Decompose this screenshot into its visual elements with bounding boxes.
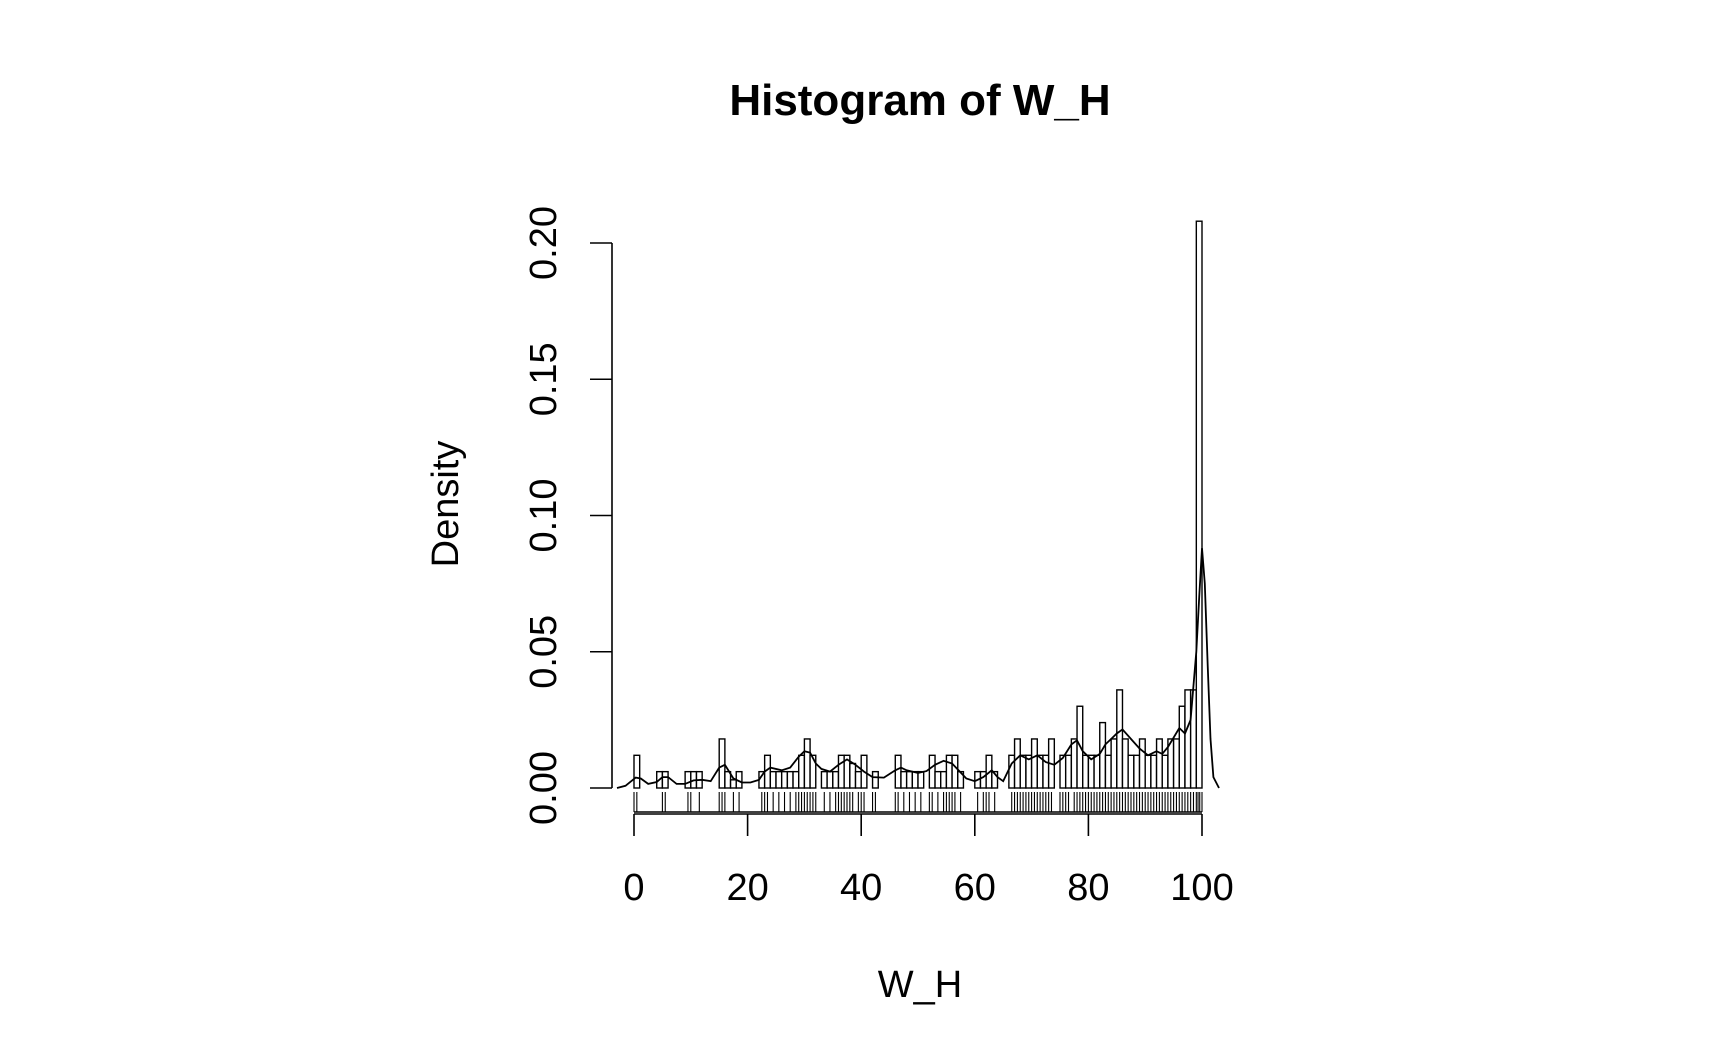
histogram-bar <box>769 770 777 789</box>
histogram-bar <box>911 770 919 789</box>
histogram-bar <box>798 754 806 789</box>
histogram-bar <box>934 770 942 789</box>
histogram-bar <box>1104 754 1112 789</box>
histogram-bar <box>1116 689 1124 789</box>
histogram-bar <box>1184 689 1192 789</box>
y-tick-label: 0.05 <box>523 615 565 689</box>
histogram-bar <box>1070 738 1078 789</box>
histogram-bar <box>1019 754 1027 789</box>
histogram-bar <box>1178 705 1186 789</box>
histogram-bar <box>917 770 925 789</box>
y-tick-label: 0.10 <box>523 479 565 553</box>
histogram-bar <box>1008 754 1016 789</box>
y-axis: 0.00 0.05 0.10 0.15 0.20 <box>523 206 613 825</box>
histogram-bar <box>1093 754 1101 789</box>
histogram-bar <box>1127 754 1135 789</box>
histogram-bar <box>1110 738 1118 789</box>
histogram-bar <box>1064 754 1073 789</box>
histogram-bar <box>928 754 936 789</box>
histogram-bar <box>905 770 914 789</box>
histogram-bar <box>900 770 908 789</box>
density-curve-group <box>616 548 1220 789</box>
histogram-bar <box>991 770 999 789</box>
y-tick-label: 0.15 <box>523 342 565 416</box>
x-tick-label: 100 <box>1170 867 1233 909</box>
histogram-bar <box>1155 738 1163 789</box>
histogram-bar <box>1030 738 1038 789</box>
histogram-bar <box>1099 721 1107 789</box>
histogram-bar <box>979 770 987 789</box>
density-curve <box>616 548 1220 789</box>
x-tick-label: 80 <box>1067 867 1109 909</box>
x-tick-label: 40 <box>840 867 882 909</box>
histogram-bar <box>871 770 879 789</box>
histogram-bars <box>633 220 1203 789</box>
histogram-bar <box>1195 220 1203 789</box>
histogram-bar <box>1013 738 1021 789</box>
histogram-bar <box>809 754 817 789</box>
histogram-bar <box>837 754 845 789</box>
histogram-bar <box>775 770 783 789</box>
x-tick-label: 60 <box>954 867 996 909</box>
histogram-bar <box>1144 754 1152 789</box>
histogram-bar <box>1161 754 1169 789</box>
histogram-bar <box>1082 754 1090 789</box>
histogram-bar <box>826 770 834 789</box>
x-tick-label: 0 <box>623 867 644 909</box>
histogram-bar <box>951 754 959 789</box>
histogram-bar <box>1172 738 1180 789</box>
histogram-bar <box>803 738 811 789</box>
histogram-bar <box>1150 754 1158 789</box>
x-tick-label: 20 <box>726 867 768 909</box>
histogram-bar <box>729 779 737 789</box>
histogram-bar <box>1138 738 1146 789</box>
x-axis: 0 20 40 60 80 100 <box>623 813 1234 909</box>
rug-marks <box>633 792 1203 813</box>
histogram-bar <box>684 770 692 789</box>
histogram-bar <box>661 770 669 789</box>
histogram-bar <box>792 770 800 789</box>
histogram-bar <box>780 770 789 789</box>
y-axis-label: Density <box>425 441 467 568</box>
histogram-bar <box>832 770 840 789</box>
histogram-bar <box>1121 738 1129 789</box>
chart-title: Histogram of W_H <box>729 76 1110 125</box>
y-tick-label: 0.00 <box>523 751 565 825</box>
histogram-bar <box>718 738 726 789</box>
histogram-bar <box>894 754 902 789</box>
histogram-bar <box>786 770 794 789</box>
y-tick-label: 0.20 <box>523 206 565 280</box>
histogram-bar <box>820 770 828 789</box>
histogram-bar <box>854 770 862 789</box>
histogram-bar <box>633 754 641 789</box>
histogram-bar <box>940 770 948 789</box>
histogram-bar <box>1133 754 1141 789</box>
x-axis-label: W_H <box>878 964 962 1006</box>
histogram-bar <box>945 754 953 789</box>
histogram-bar <box>849 762 857 789</box>
